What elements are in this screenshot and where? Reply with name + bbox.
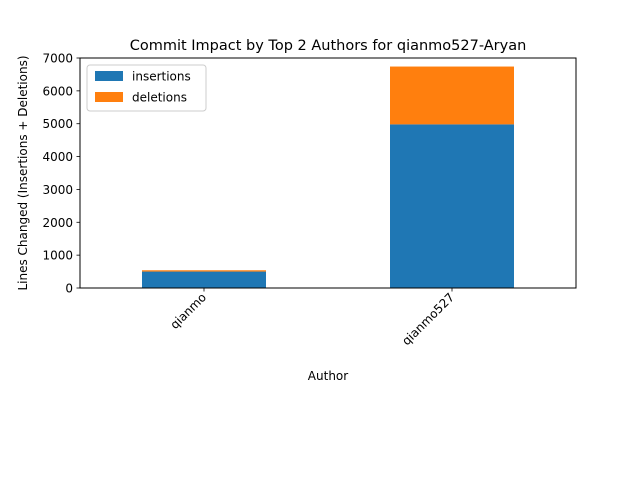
y-tick-label-3000: 3000 xyxy=(42,183,73,197)
chart-title: Commit Impact by Top 2 Authors for qianm… xyxy=(130,38,527,54)
bars-layer xyxy=(142,66,514,288)
y-axis: 0 1000 2000 3000 4000 5000 6000 7000 xyxy=(42,52,80,296)
y-tick-label-4000: 4000 xyxy=(42,150,73,164)
bar-deletions-qianmo xyxy=(142,270,266,272)
y-tick-label-2000: 2000 xyxy=(42,216,73,230)
y-tick-label-7000: 7000 xyxy=(42,52,73,66)
bar-deletions-qianmo527 xyxy=(390,66,514,125)
bar-insertions-qianmo527 xyxy=(390,124,514,288)
plot-frame xyxy=(79,57,577,289)
y-tick-label-1000: 1000 xyxy=(42,249,73,263)
legend-label-insertions: insertions xyxy=(132,70,191,84)
legend-label-deletions: deletions xyxy=(132,91,187,105)
legend-swatch-deletions xyxy=(95,92,123,102)
y-tick-label-0: 0 xyxy=(65,282,73,296)
legend-swatch-insertions xyxy=(95,71,123,81)
y-tick-label-5000: 5000 xyxy=(42,117,73,131)
legend: insertions deletions xyxy=(86,64,207,112)
bar-insertions-qianmo xyxy=(142,271,266,288)
y-tick-label-6000: 6000 xyxy=(42,84,73,98)
x-axis-label: Author xyxy=(308,369,348,383)
y-axis-label: Lines Changed (Insertions + Deletions) xyxy=(16,55,30,290)
